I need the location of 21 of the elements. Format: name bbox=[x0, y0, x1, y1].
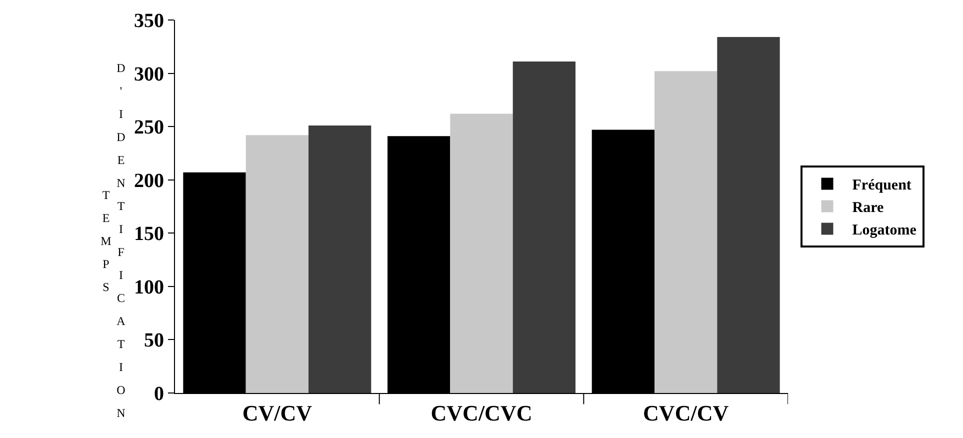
y-tick-label: 200 bbox=[134, 170, 164, 192]
y-axis-title: TEMPS D'IDENTIFICATION bbox=[98, 60, 128, 430]
legend-label: Fréquent bbox=[852, 178, 912, 194]
y-tick-label: 300 bbox=[134, 63, 164, 86]
y-tick-label: 350 bbox=[134, 10, 164, 32]
legend-label: Logatome bbox=[852, 222, 917, 239]
y-tick-label: 0 bbox=[154, 383, 164, 405]
bar bbox=[308, 126, 372, 393]
bar bbox=[512, 62, 576, 393]
y-tick-label: 100 bbox=[134, 276, 164, 298]
legend-label: Rare bbox=[852, 200, 884, 216]
y-tick-label: 250 bbox=[134, 116, 164, 139]
bar bbox=[450, 114, 513, 393]
x-tick-label: CV/CV bbox=[242, 400, 312, 426]
y-tick-label: 150 bbox=[134, 223, 164, 246]
x-tick-label: CVC/CVC bbox=[430, 400, 532, 426]
x-tick-label: CVC/CV bbox=[643, 400, 729, 426]
bar bbox=[717, 37, 780, 393]
y-tick-label: 50 bbox=[144, 330, 164, 352]
bar bbox=[246, 135, 308, 393]
bar bbox=[654, 71, 718, 393]
